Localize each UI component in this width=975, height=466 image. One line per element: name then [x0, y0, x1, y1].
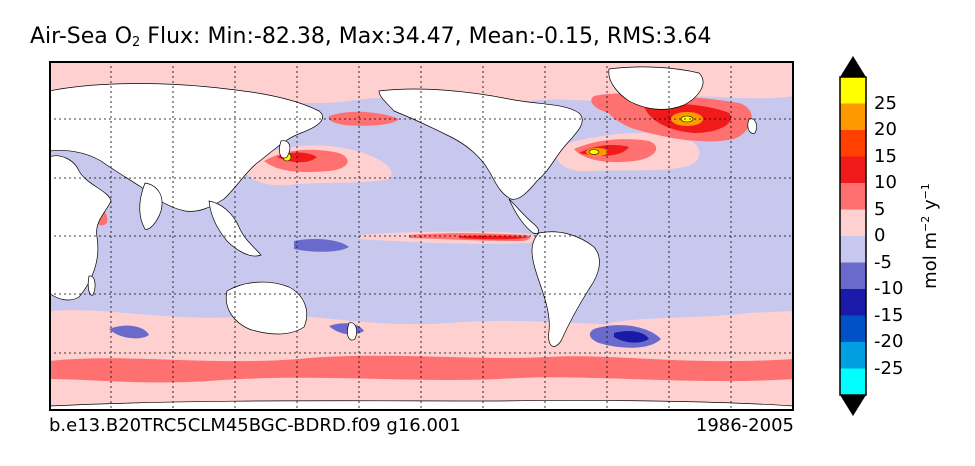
colorbar-tick-label: -15 [874, 304, 904, 326]
colorbar-swatch [840, 289, 866, 316]
colorbar-swatch [840, 156, 866, 183]
north-atlantic-peak [588, 149, 600, 155]
colorbar-tick-label: -5 [874, 251, 892, 273]
india-land [139, 182, 163, 230]
africa-land [49, 155, 112, 301]
japan-land [279, 140, 291, 159]
colorbar-swatch [840, 77, 866, 104]
colorbar-swatches [840, 77, 866, 395]
period-label: 1986-2005 [695, 415, 794, 436]
graticule [49, 61, 794, 411]
nordic-peak [680, 115, 694, 123]
colorbar-tick-label: 20 [874, 119, 897, 140]
eurasia-land [49, 83, 323, 212]
colorbar-swatch [840, 130, 866, 157]
map-frame [49, 61, 794, 411]
run-id-label: b.e13.B20TRC5CLM45BGC-BDRD.f09 g16.001 [49, 415, 461, 436]
colorbar-extend-bottom [840, 395, 866, 416]
north-america-land [378, 88, 583, 200]
colorbar-extend-top [840, 56, 866, 77]
colorbar-swatch [840, 183, 866, 210]
southern-neg-1 [109, 325, 149, 339]
nz-land [347, 322, 357, 341]
uk-land [747, 118, 757, 134]
aleutian-pos [328, 111, 399, 126]
colorbar-tick-label: 5 [874, 198, 886, 220]
colorbar-tick-label: 15 [874, 145, 897, 167]
indo-neg [294, 239, 349, 252]
colorbar-swatch [840, 368, 866, 395]
argentine-neg-strong [614, 331, 649, 343]
colorbar-swatch [840, 103, 866, 130]
madagascar-land [87, 275, 96, 296]
colorbar-swatch [840, 236, 866, 263]
flux-map [49, 61, 794, 411]
colorbar-unit-label: mol m−2 y−1 [919, 183, 941, 289]
antarctica-land [49, 400, 794, 411]
land [49, 66, 794, 411]
colorbar-swatch [840, 262, 866, 289]
colorbar-swatch [840, 315, 866, 342]
colorbar-tick-label: -25 [874, 357, 904, 379]
colorbar-swatch [840, 342, 866, 369]
colorbar-tick-label: -20 [874, 331, 904, 352]
south-america-land [531, 231, 600, 347]
colorbar-frame [839, 76, 867, 396]
chart-title: Air-Sea O2 Flux: Min:-82.38, Max:34.47, … [30, 24, 712, 50]
colorbar-swatch [840, 209, 866, 236]
seasia-land [208, 200, 262, 257]
colorbar [839, 56, 867, 416]
australia-land [225, 281, 308, 335]
colorbar-tick-label: 0 [874, 225, 886, 246]
colorbar-tick-label: 10 [874, 172, 897, 193]
central-america-land [508, 198, 539, 234]
colorbar-tick-label: 25 [874, 92, 897, 114]
greenland-land [608, 66, 704, 110]
colorbar-tick-label: -10 [874, 278, 904, 299]
eq-pacific-core [459, 235, 529, 240]
